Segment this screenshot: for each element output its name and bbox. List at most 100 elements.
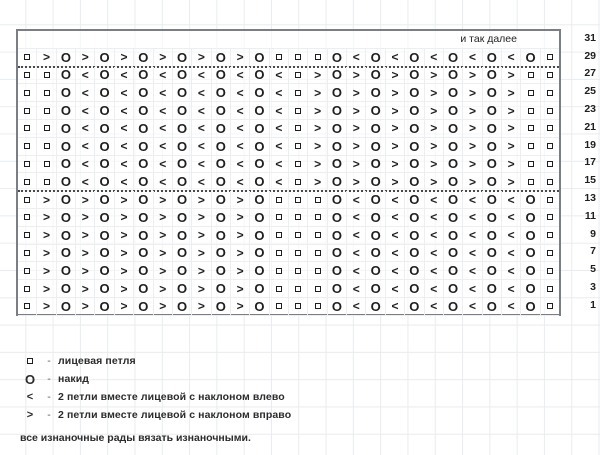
cell-knit [18, 280, 38, 298]
cell-knit [540, 280, 560, 298]
cell-yarn-over: O [443, 155, 464, 174]
cell-knit [308, 191, 328, 209]
cell-dec-right: > [308, 84, 328, 103]
cell-yarn-over: O [172, 102, 193, 120]
knit-stitch-icon [24, 125, 31, 132]
cell-yarn-over: O [366, 173, 386, 192]
cell-yarn-over: O [134, 137, 154, 156]
cell-yarn-over: O [56, 297, 77, 316]
cell-dec-left: < [269, 119, 290, 138]
cell-yarn-over: O [211, 280, 231, 298]
knit-stitch-icon [275, 285, 282, 292]
cell-dec-right: > [114, 226, 135, 245]
cell-yarn-over: O [250, 173, 270, 192]
cell-yarn-over: O [327, 119, 348, 138]
cell-knit [540, 227, 560, 245]
cell-dec-right: > [37, 262, 57, 281]
cell-dec-left: < [424, 297, 444, 316]
cell-dec-right: > [37, 226, 57, 245]
knit-stitch-icon [275, 249, 282, 256]
cell-dec-left: < [114, 102, 135, 120]
cell-dec-left: < [76, 66, 96, 85]
cell-knit [289, 84, 309, 103]
cell-dec-right: > [76, 208, 96, 227]
cell-yarn-over: O [405, 208, 425, 227]
cell-dec-right: > [347, 155, 367, 174]
cell-yarn-over: O [250, 208, 270, 227]
cell-dec-right: > [463, 155, 483, 174]
knit-stitch-icon [43, 107, 50, 114]
cell-knit [289, 173, 309, 192]
cell-yarn-over: O [211, 48, 231, 67]
cell-knit [18, 208, 38, 227]
cell-yarn-over: O [211, 102, 231, 120]
cell-yarn-over: O [443, 173, 464, 192]
cell-dec-left: < [501, 244, 522, 263]
cell-yarn-over: O [250, 102, 270, 120]
cell-knit [289, 137, 309, 156]
cell-yarn-over: O [134, 48, 154, 67]
knit-stitch-icon [295, 89, 302, 96]
cell-yarn-over: O [56, 155, 77, 174]
cell-dec-left: < [385, 208, 406, 227]
cell-dec-left: < [230, 119, 251, 138]
cell-yarn-over: O [56, 84, 77, 103]
cell-knit [308, 48, 328, 67]
cell-dec-left: < [76, 155, 96, 174]
cell-yarn-over: O [482, 137, 502, 156]
cell-dec-right: > [153, 208, 173, 227]
cell-dec-left: < [347, 208, 367, 227]
cell-dec-right: > [153, 280, 173, 298]
cell-dec-right: > [192, 262, 212, 281]
cell-yarn-over: O [405, 280, 425, 298]
knit-stitch-icon [295, 267, 302, 274]
cell-yarn-over: O [443, 262, 464, 281]
cell-dec-left: < [153, 66, 173, 85]
cell-knit [18, 119, 38, 138]
cell-knit [308, 262, 328, 281]
knit-stitch-icon [314, 303, 321, 310]
cell-yarn-over: O [172, 48, 193, 67]
cell-yarn-over: O [482, 191, 502, 209]
cell-yarn-over: O [250, 66, 270, 85]
cell-dec-left: < [269, 84, 290, 103]
cell-yarn-over: O [95, 173, 115, 192]
cell-knit [521, 173, 541, 192]
cell-dec-left: < [269, 173, 290, 192]
footer-note: все изнаночные рады вязать изнаночными. [20, 432, 251, 444]
cell-yarn-over: O [250, 191, 270, 209]
cell-knit [289, 262, 309, 281]
cell-knit [269, 48, 290, 67]
cell-knit [540, 191, 560, 209]
cell-yarn-over: O [482, 226, 502, 245]
cell-yarn-over: O [443, 191, 464, 209]
cell-dec-right: > [153, 262, 173, 281]
row-number-label: 21 [584, 120, 596, 133]
knit-stitch-icon [24, 232, 31, 239]
row-number-label: 27 [584, 67, 596, 80]
cell-dec-right: > [424, 137, 444, 156]
cell-yarn-over: O [95, 226, 115, 245]
cell-yarn-over: O [172, 297, 193, 316]
cell-yarn-over: O [482, 155, 502, 174]
cell-knit [540, 156, 560, 174]
cell-yarn-over: O [443, 119, 464, 138]
knit-stitch-icon [24, 249, 31, 256]
cell-dec-right: > [37, 244, 57, 263]
cell-yarn-over: O [250, 244, 270, 263]
cell-yarn-over: O [172, 226, 193, 245]
row-number-label: 23 [584, 103, 596, 116]
cell-dec-left: < [114, 173, 135, 192]
cell-yarn-over: O [56, 244, 77, 263]
cell-dec-left: < [424, 280, 444, 298]
knit-stitch-icon [27, 358, 33, 364]
cell-dec-right: > [308, 173, 328, 192]
cell-yarn-over: O [134, 262, 154, 281]
cell-yarn-over: O [405, 137, 425, 156]
cell-knit [269, 280, 290, 298]
cell-dec-right: > [501, 66, 522, 85]
cell-dec-right: > [114, 244, 135, 263]
cell-knit [308, 244, 328, 263]
cell-knit [308, 280, 328, 298]
cell-dec-left: < [269, 155, 290, 174]
